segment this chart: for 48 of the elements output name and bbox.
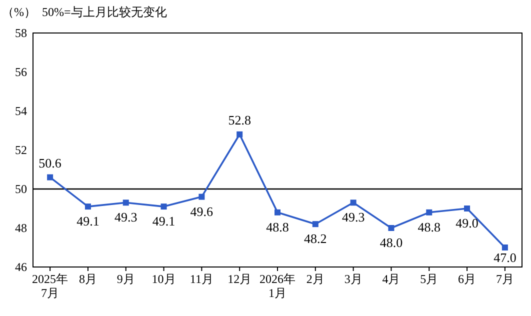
y-axis-title: （%） [2,5,36,19]
data-label: 49.3 [342,210,365,225]
x-tick-label: 12月 [228,272,252,286]
y-tick-label: 46 [15,260,27,274]
data-label: 48.8 [418,219,441,234]
x-tick-label: 10月 [152,272,176,286]
point [84,204,91,210]
y-tick-label: 58 [15,26,27,40]
point [160,204,167,210]
text: 50%=与上月比较无变化 [42,5,167,19]
data-label: 49.3 [114,210,138,225]
point [312,221,318,228]
point [388,225,394,231]
data-label: 49.0 [456,216,478,230]
data-label: 49.6 [190,204,214,219]
data-label: 48.2 [304,231,327,246]
data-label: 49.1 [76,214,100,229]
x-tick-label: 3月 [344,272,362,286]
data-label: 50.6 [38,155,62,170]
point [426,209,432,216]
y-tick-label: 52 [15,143,27,157]
point [502,244,508,250]
x-tick-label: 5月 [420,272,438,286]
x-tick-label: 2025年 7月 [32,272,68,300]
point [236,131,243,138]
y-tick-label: 54 [15,104,27,118]
x-tick-label: 7月 [496,272,514,286]
data-label: 49.1 [152,214,176,229]
y-tick-label: 50 [15,182,27,196]
point [274,209,280,216]
x-tick-label: 2月 [306,272,324,286]
point [198,194,205,200]
point [464,206,470,212]
x-tick-label: 2026年 1月 [260,272,296,300]
data-label: 48.0 [380,235,403,250]
data-label: 47.0 [494,250,516,265]
y-tick-label: 56 [15,65,27,79]
y-tick-label: 48 [15,221,27,235]
point [350,200,356,206]
x-tick-label: 4月 [382,272,400,286]
point [122,200,129,206]
x-tick-label: 9月 [116,272,135,286]
point [47,174,54,180]
x-tick-label: 6月 [458,272,476,286]
data-label: 48.8 [266,219,289,234]
x-tick-label: 11月 [190,272,214,286]
data-label: 52.8 [228,112,251,128]
x-tick-label: 8月 [78,272,97,286]
